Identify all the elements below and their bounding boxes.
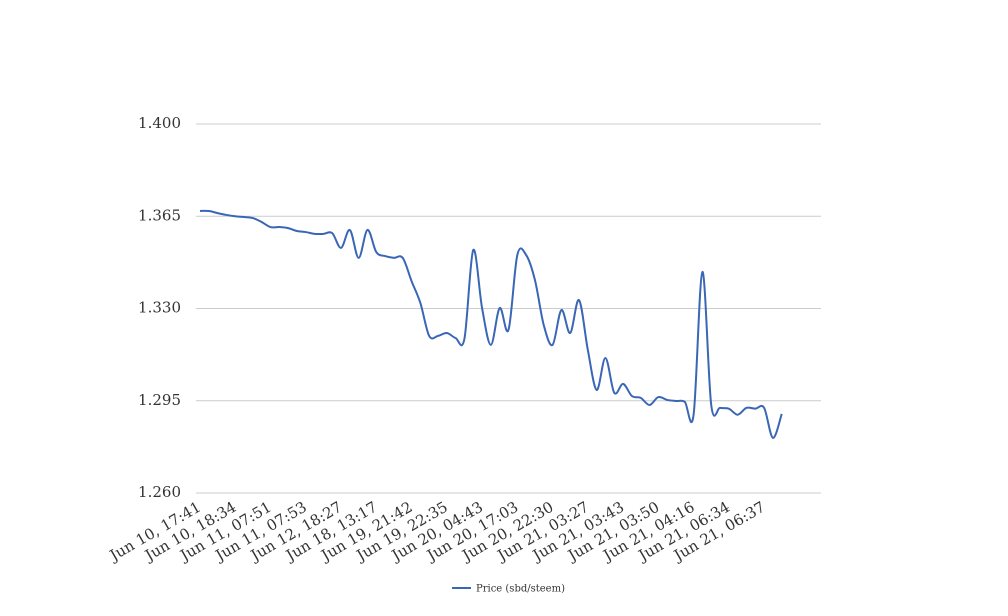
y-tick-label: 1.330 (138, 299, 181, 317)
y-tick-label: 1.260 (138, 483, 181, 501)
legend-label: Price (sbd/steem) (476, 584, 565, 595)
y-tick-label: 1.400 (138, 114, 181, 132)
y-tick-label: 1.365 (138, 206, 181, 224)
y-tick-label: 1.295 (138, 391, 181, 409)
price-line (199, 209, 783, 439)
